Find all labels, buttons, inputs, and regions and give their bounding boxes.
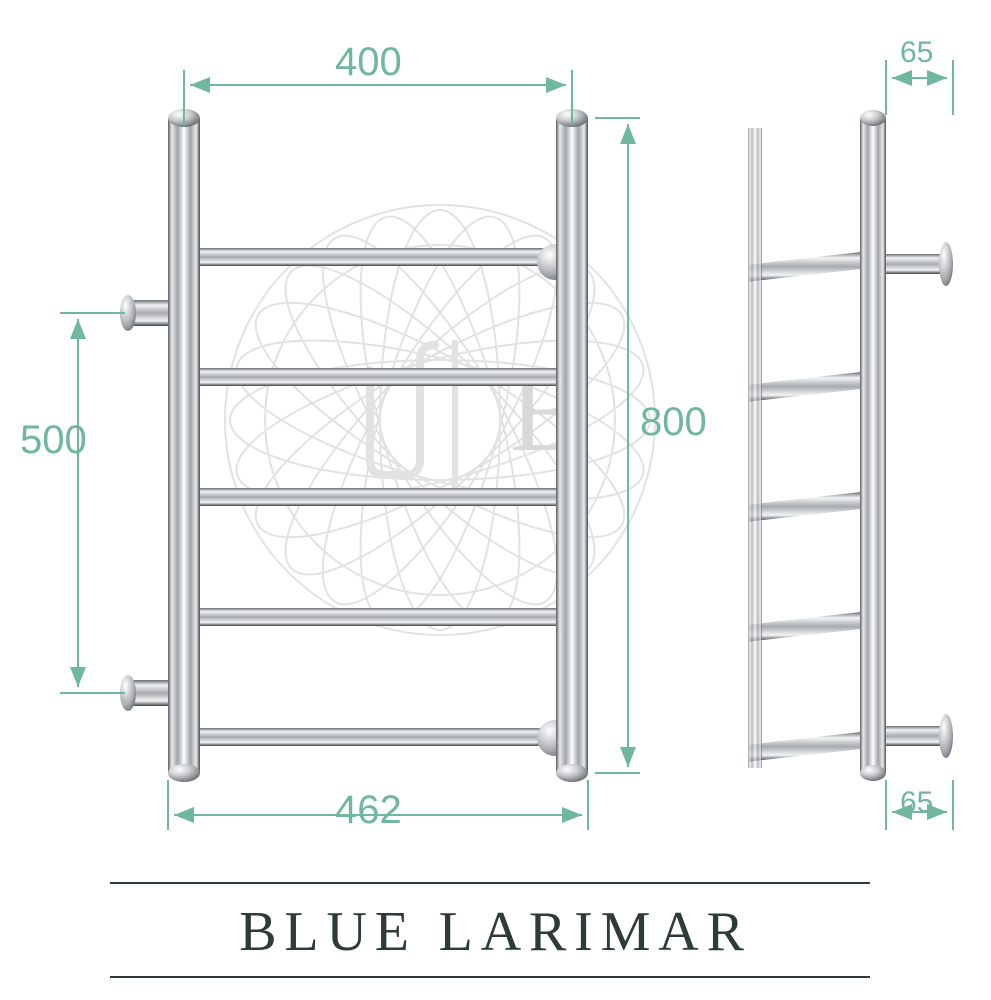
brand-line-top	[110, 882, 870, 884]
side-view	[748, 110, 953, 781]
brand-line-bottom	[110, 976, 870, 978]
dim-400: 400	[335, 40, 402, 85]
dim-462: 462	[335, 788, 402, 833]
watermark-wreath	[222, 202, 659, 639]
side-mounts	[886, 242, 953, 758]
diagram-svg: B	[0, 0, 991, 1000]
brand-title: BLUE LARIMAR	[0, 900, 991, 964]
dim-65-top: 65	[900, 36, 933, 70]
dim-500: 500	[20, 418, 87, 463]
dim-65-bottom: 65	[900, 786, 933, 820]
diagram-canvas: B	[0, 0, 991, 1000]
front-mount-left	[120, 295, 168, 711]
dim-800: 800	[640, 400, 707, 445]
